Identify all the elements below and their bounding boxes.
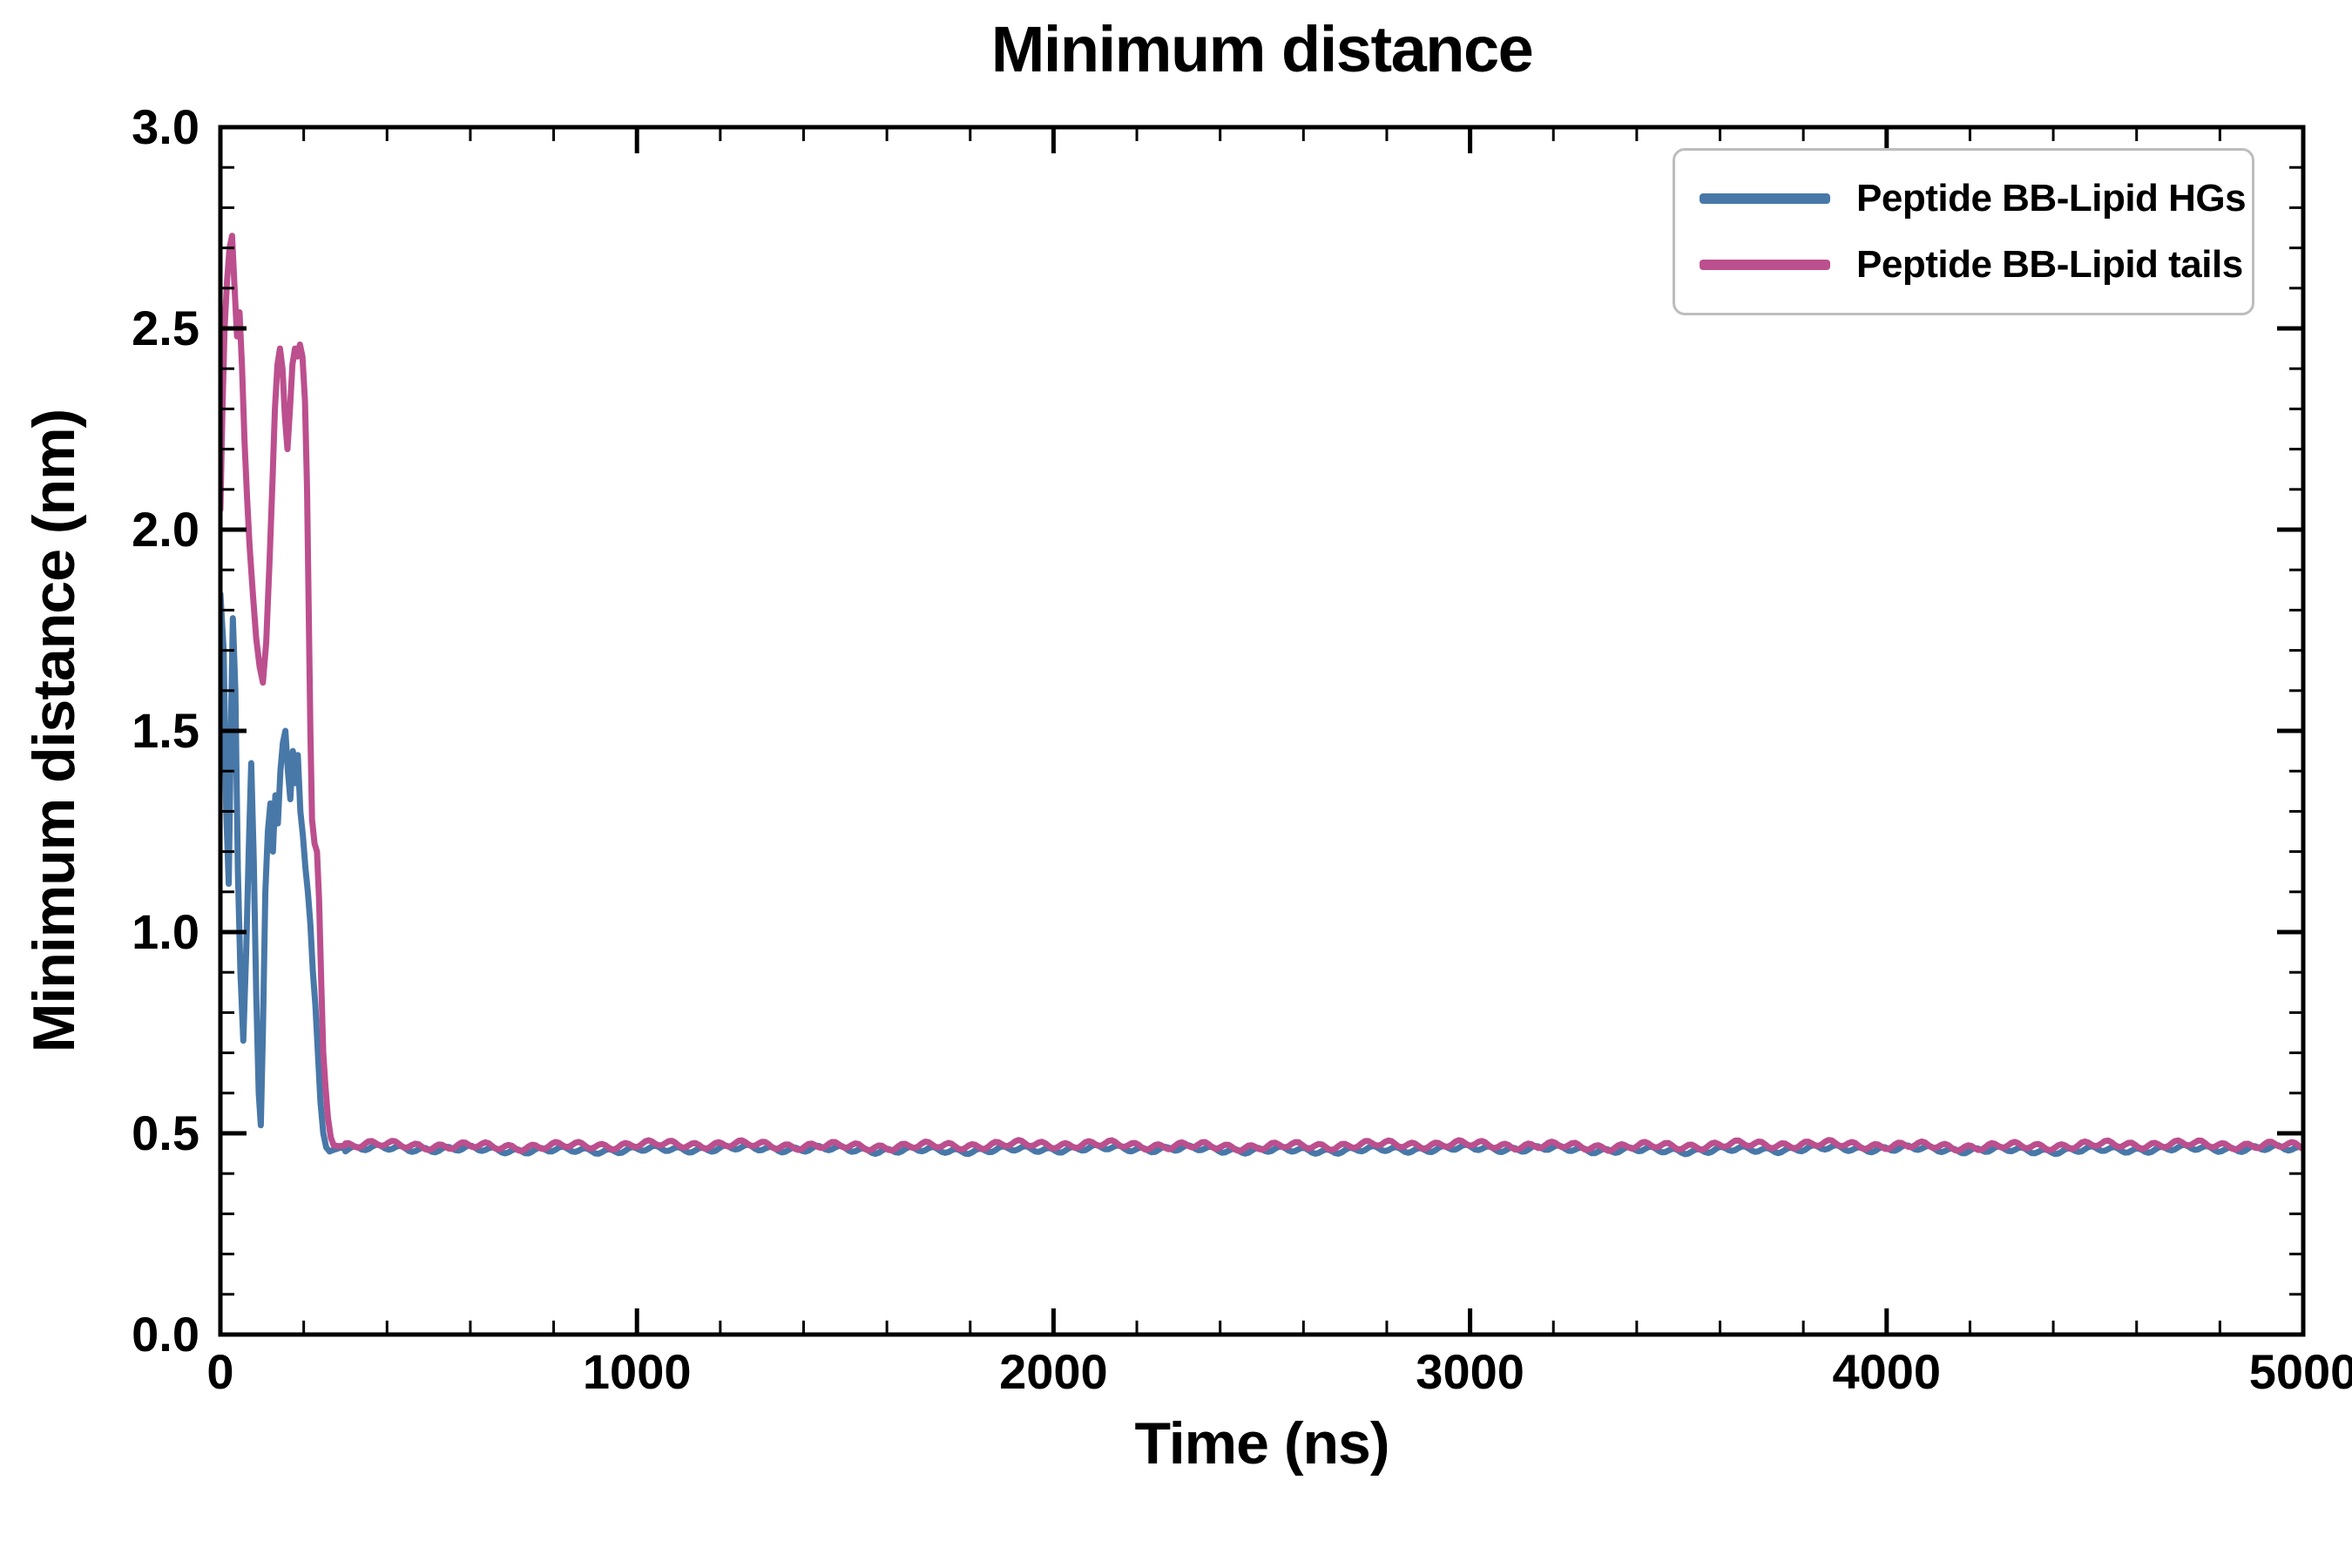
svg-text:5000: 5000	[2249, 1344, 2352, 1399]
svg-text:1.0: 1.0	[132, 904, 199, 959]
svg-text:0.0: 0.0	[132, 1307, 199, 1362]
legend-entry-peptide-bb-lipid-hgs: Peptide BB-Lipid HGs	[1700, 177, 2252, 220]
x-axis-label: Time (ns)	[1134, 1410, 1389, 1477]
svg-text:1.5: 1.5	[132, 703, 199, 758]
svg-text:4000: 4000	[1833, 1344, 1942, 1399]
legend-line-swatch-tails	[1700, 260, 1830, 270]
svg-text:0: 0	[206, 1344, 233, 1399]
svg-text:1000: 1000	[583, 1344, 692, 1399]
ticks: 0 1000 2000 3000 4000 5000 0.0 0.5 1.0 1.5 2.0 2.5 3…	[132, 99, 2352, 1399]
svg-text:2000: 2000	[999, 1344, 1108, 1399]
chart-title: Minimum distance	[990, 13, 1534, 85]
legend-label-hgs: Peptide BB-Lipid HGs	[1856, 177, 2247, 220]
legend-entry-peptide-bb-lipid-tails: Peptide BB-Lipid tails	[1700, 243, 2252, 287]
legend-label-tails: Peptide BB-Lipid tails	[1856, 243, 2243, 286]
legend: Peptide BB-Lipid HGs Peptide BB-Lipid ta…	[1673, 148, 2254, 315]
svg-text:2.5: 2.5	[132, 301, 199, 355]
svg-text:3.0: 3.0	[132, 99, 199, 154]
svg-text:0.5: 0.5	[132, 1105, 199, 1160]
svg-text:3000: 3000	[1416, 1344, 1524, 1399]
series-lines	[220, 233, 2303, 1158]
y-axis-label: Minimum distance (nm)	[21, 409, 87, 1053]
legend-line-swatch-hgs	[1700, 193, 1830, 204]
svg-text:2.0: 2.0	[132, 502, 199, 557]
